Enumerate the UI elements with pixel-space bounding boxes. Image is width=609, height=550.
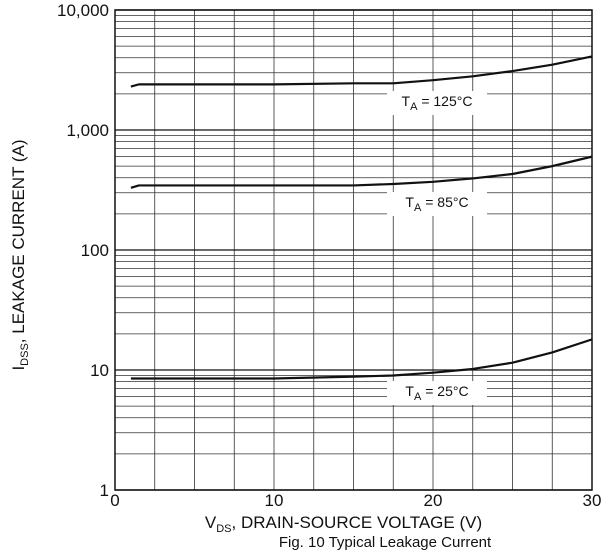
y-tick-label: 100 xyxy=(81,241,109,260)
y-tick-label: 1,000 xyxy=(66,121,109,140)
label-box xyxy=(387,192,487,216)
label-box xyxy=(387,381,487,405)
series-label-main: T xyxy=(405,194,414,210)
series-label-main: T xyxy=(402,93,411,109)
series-label: TA = 25°C xyxy=(405,383,468,403)
x-tick-label: 0 xyxy=(110,491,119,510)
y-axis-label-rest: , LEAKAGE CURRENT (A) xyxy=(9,139,28,343)
x-tick-label: 20 xyxy=(424,491,443,510)
caption: Fig. 10 Typical Leakage Current xyxy=(279,534,492,550)
y-tick-label: 10 xyxy=(90,361,109,380)
x-axis-label-main: V xyxy=(205,513,217,532)
series-label-sub: A xyxy=(410,101,418,113)
series-line xyxy=(130,55,593,88)
series-label-rest: = 25°C xyxy=(421,383,468,399)
series-line xyxy=(130,338,593,380)
plot-frame xyxy=(114,9,593,491)
series-label-rest: = 85°C xyxy=(421,194,468,210)
series-label: TA = 85°C xyxy=(405,194,468,214)
series-label-sub: A xyxy=(414,202,422,214)
x-tick-label: 30 xyxy=(583,491,602,510)
x-axis-label-rest: , DRAIN-SOURCE VOLTAGE (V) xyxy=(232,513,483,532)
y-tick-label: 10,000 xyxy=(57,1,109,20)
x-axis-label: VDS, DRAIN-SOURCE VOLTAGE (V) xyxy=(205,513,482,535)
series-line xyxy=(130,155,593,189)
y-tick-label: 1 xyxy=(100,481,109,500)
x-axis-label-sub: DS xyxy=(216,523,231,535)
y-axis-label: IDSS, LEAKAGE CURRENT (A) xyxy=(9,139,31,370)
y-axis-label-main: I xyxy=(9,366,28,371)
series-label: TA = 125°C xyxy=(402,93,473,113)
series-label-main: T xyxy=(405,383,414,399)
label-box xyxy=(387,91,487,115)
series-label-sub: A xyxy=(414,391,422,403)
x-tick-label: 10 xyxy=(265,491,284,510)
series-label-rest: = 125°C xyxy=(417,93,472,109)
y-axis-label-sub: DSS xyxy=(19,343,31,366)
